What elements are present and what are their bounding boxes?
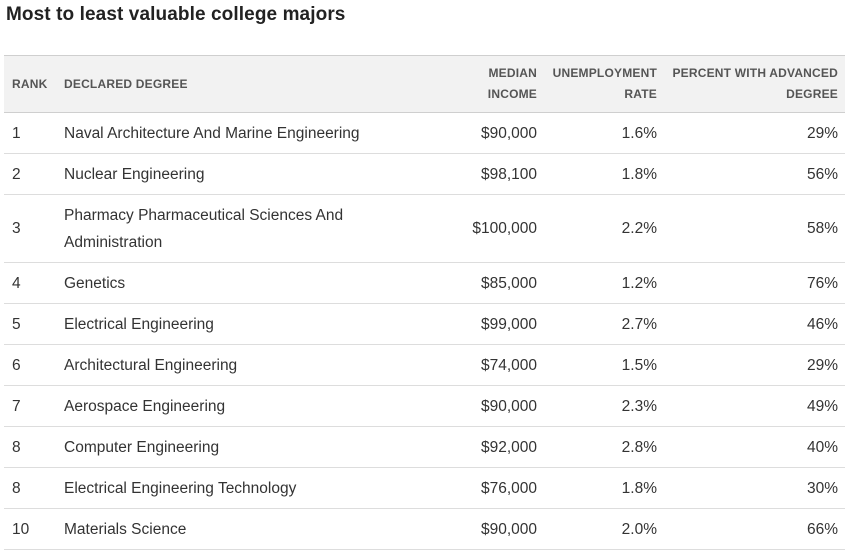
cell-degree: Pharmacy Pharmaceutical Sciences And Adm… (64, 206, 344, 251)
cell-rank: 10 (12, 520, 30, 538)
cell-degree: Electrical Engineering Technology (64, 479, 297, 497)
header-unemployment-rate-text: UNEMPLOYMENT RATE (552, 66, 657, 101)
cell-degree: Electrical Engineering (64, 315, 214, 333)
cell-advanced-degree: 66% (806, 520, 838, 538)
table-row: 4 Genetics $85,000 1.2% 76% (4, 263, 845, 304)
cell-unemployment-rate: 2.3% (621, 397, 657, 415)
cell-rank: 2 (12, 165, 21, 183)
table-row: 1 Naval Architecture And Marine Engineer… (4, 113, 845, 154)
cell-median-income: $76,000 (480, 479, 537, 497)
table-body: 1 Naval Architecture And Marine Engineer… (4, 113, 845, 550)
header-unemployment-rate: UNEMPLOYMENT RATE (541, 56, 661, 113)
cell-unemployment-rate: 2.0% (621, 520, 657, 538)
cell-advanced-degree: 56% (806, 165, 838, 183)
cell-median-income: $98,100 (480, 165, 537, 183)
cell-rank: 3 (12, 220, 21, 237)
cell-rank: 4 (12, 274, 21, 292)
cell-degree: Architectural Engineering (64, 356, 238, 374)
cell-advanced-degree: 49% (806, 397, 838, 415)
cell-unemployment-rate: 1.5% (621, 356, 657, 374)
majors-table: RANK DECLARED DEGREE MEDIAN INCOME UNEMP… (4, 55, 845, 550)
cell-advanced-degree: 76% (806, 274, 838, 292)
table-row: 5 Electrical Engineering $99,000 2.7% 46… (4, 304, 845, 345)
cell-degree: Aerospace Engineering (64, 397, 226, 415)
cell-median-income: $90,000 (480, 124, 537, 142)
table-header: RANK DECLARED DEGREE MEDIAN INCOME UNEMP… (4, 55, 845, 113)
header-percent-advanced-degree-text: PERCENT WITH ADVANCED DEGREE (672, 66, 838, 101)
cell-degree: Genetics (64, 274, 126, 292)
cell-advanced-degree: 29% (806, 356, 838, 374)
page-title: Most to least valuable college majors (6, 4, 346, 25)
cell-median-income: $99,000 (480, 315, 537, 333)
cell-advanced-degree: 40% (806, 438, 838, 456)
cell-median-income: $90,000 (480, 520, 537, 538)
cell-median-income: $85,000 (480, 274, 537, 292)
table-row: 10 Materials Science $90,000 2.0% 66% (4, 509, 845, 550)
table-row: 3 Pharmacy Pharmaceutical Sciences And A… (4, 195, 845, 263)
header-percent-advanced-degree: PERCENT WITH ADVANCED DEGREE (661, 56, 845, 113)
header-row: RANK DECLARED DEGREE MEDIAN INCOME UNEMP… (4, 55, 845, 113)
cell-advanced-degree: 58% (806, 220, 838, 237)
header-median-income: MEDIAN INCOME (440, 56, 541, 113)
header-rank: RANK (12, 76, 48, 91)
table-row: 6 Architectural Engineering $74,000 1.5%… (4, 345, 845, 386)
cell-rank: 8 (12, 479, 21, 497)
cell-unemployment-rate: 1.6% (621, 124, 657, 142)
cell-unemployment-rate: 2.8% (621, 438, 657, 456)
cell-advanced-degree: 46% (806, 315, 838, 333)
cell-unemployment-rate: 1.2% (621, 274, 657, 292)
cell-unemployment-rate: 2.7% (621, 315, 657, 333)
cell-rank: 7 (12, 397, 21, 415)
table-row: 7 Aerospace Engineering $90,000 2.3% 49% (4, 386, 845, 427)
cell-rank: 8 (12, 438, 21, 456)
cell-rank: 5 (12, 315, 21, 333)
cell-median-income: $90,000 (480, 397, 537, 415)
cell-advanced-degree: 29% (806, 124, 838, 142)
cell-degree: Nuclear Engineering (64, 165, 205, 183)
header-declared-degree: DECLARED DEGREE (64, 76, 188, 91)
cell-rank: 6 (12, 356, 21, 374)
table-row: 8 Electrical Engineering Technology $76,… (4, 468, 845, 509)
cell-unemployment-rate: 1.8% (621, 165, 657, 183)
header-median-income-text: MEDIAN INCOME (487, 66, 537, 101)
cell-degree: Computer Engineering (64, 438, 220, 456)
cell-rank: 1 (12, 124, 21, 142)
table-row: 8 Computer Engineering $92,000 2.8% 40% (4, 427, 845, 468)
cell-unemployment-rate: 1.8% (621, 479, 657, 497)
cell-median-income: $100,000 (472, 220, 537, 237)
cell-degree: Naval Architecture And Marine Engineerin… (64, 124, 360, 142)
data-table: RANK DECLARED DEGREE MEDIAN INCOME UNEMP… (4, 55, 845, 550)
cell-unemployment-rate: 2.2% (621, 220, 657, 237)
cell-advanced-degree: 30% (806, 479, 838, 497)
cell-median-income: $92,000 (480, 438, 537, 456)
cell-degree: Materials Science (64, 520, 187, 538)
table-row: 2 Nuclear Engineering $98,100 1.8% 56% (4, 154, 845, 195)
cell-median-income: $74,000 (480, 356, 537, 374)
